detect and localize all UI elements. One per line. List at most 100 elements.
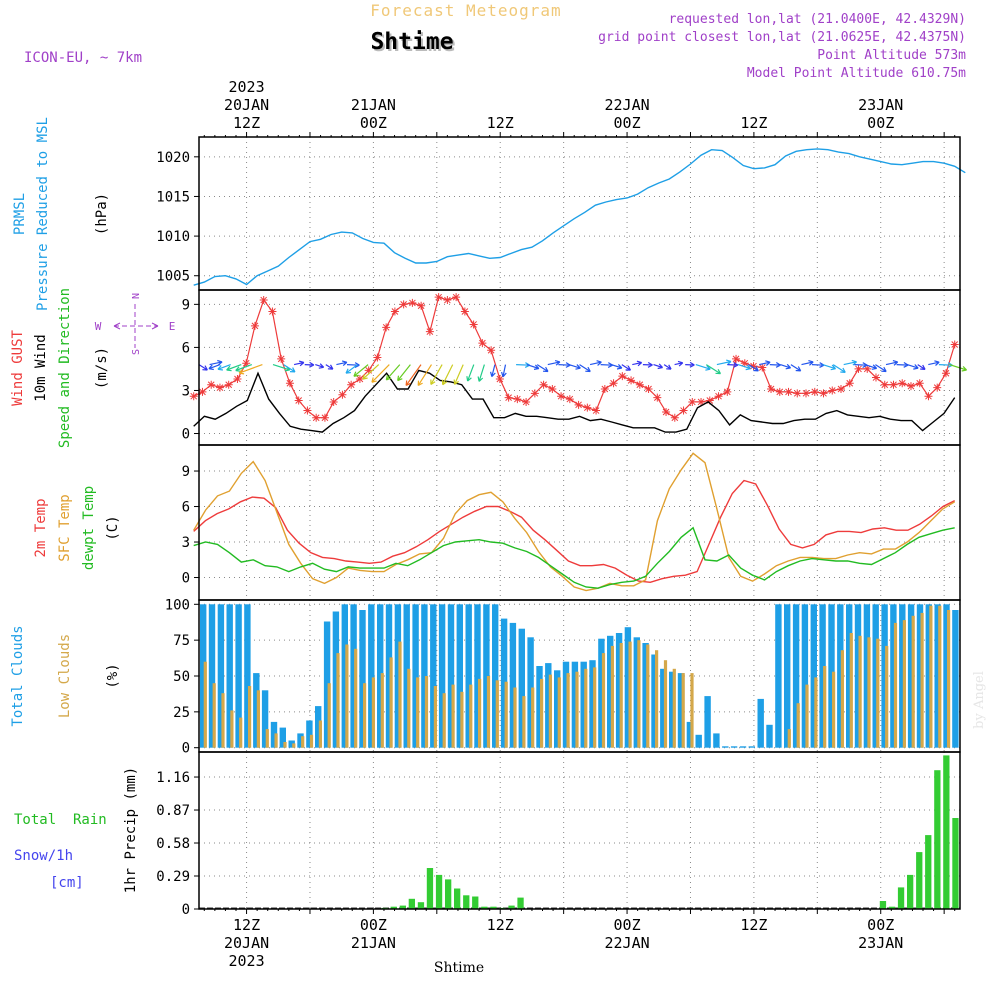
total-cloud-bar — [571, 661, 579, 748]
low-cloud-bar — [646, 644, 650, 748]
gust-point — [198, 387, 207, 396]
clouds-ytick-label: 0 — [182, 741, 190, 757]
low-cloud-bar — [628, 641, 632, 748]
low-cloud-bar — [938, 605, 942, 748]
total-cloud-bar — [828, 604, 835, 748]
wind-direction-arrow — [737, 364, 752, 371]
top-axis-label: 23JAN — [858, 96, 903, 114]
top-axis-label: 12Z — [487, 114, 514, 132]
total-cloud-bar — [217, 604, 225, 748]
total-cloud-bar — [226, 604, 233, 748]
total-cloud-bar — [669, 671, 676, 748]
total-cloud-bar — [288, 740, 295, 748]
low-cloud-bar — [203, 661, 207, 748]
total-cloud-bar — [943, 604, 950, 748]
pressure-label: Pressure Reduced to MSL — [35, 117, 51, 311]
total-cloud-bar — [952, 610, 959, 748]
gust-point — [758, 363, 767, 372]
clouds-ytick-label: 75 — [173, 633, 190, 649]
low-cloud-bar — [522, 696, 526, 748]
low-cloud-bar — [345, 644, 349, 748]
rain-bar — [952, 818, 959, 909]
gust-point — [495, 374, 504, 383]
rain-bar — [490, 906, 497, 909]
total-cloud-bar — [863, 604, 871, 748]
gust-point — [644, 385, 653, 394]
total-cloud-bar — [430, 604, 437, 748]
pressure-series — [193, 148, 966, 286]
wind-direction-arrow — [345, 364, 358, 374]
gust-point — [653, 393, 662, 402]
low-cloud-bar — [911, 615, 915, 748]
low-cloud-bar — [230, 710, 234, 748]
wind-direction-arrow — [315, 363, 325, 369]
wind-direction-arrow — [801, 360, 814, 366]
wind-direction-arrow — [293, 360, 305, 367]
pressure-panel: 1005 1010 1015 1020 — [156, 137, 966, 290]
gust-point — [443, 296, 452, 305]
gust-point — [215, 383, 224, 392]
total-cloud-bar — [279, 727, 286, 748]
gust-point — [425, 327, 434, 336]
total-cloud-bar — [332, 611, 340, 748]
gust-point — [802, 389, 811, 398]
wind-direction-arrow — [235, 364, 253, 372]
low-cloud-bar — [876, 638, 880, 748]
wind-direction-arrow — [663, 364, 672, 370]
total-cloud-bar — [474, 604, 481, 748]
gust-point — [933, 383, 942, 392]
credit-watermark: by Angel — [972, 671, 987, 729]
gust-point — [775, 387, 784, 396]
precip-unit: 1hr Precip (mm) — [123, 767, 139, 893]
wind-direction-arrow — [653, 363, 664, 370]
rain-bar — [390, 906, 397, 909]
low-cloud-bar — [566, 673, 570, 748]
total-cloud-bar — [819, 604, 826, 748]
temp-series — [193, 452, 956, 592]
total-cloud-bar — [518, 628, 525, 748]
gust-point — [478, 339, 487, 348]
low-cloud-bar — [814, 677, 818, 748]
total-cloud-bar — [492, 604, 499, 748]
top-axis-label: 20JAN — [224, 96, 269, 114]
low-cloud-bar — [380, 673, 384, 748]
low-cloud-label: Low Clouds — [57, 634, 73, 718]
bottom-axis-label: 21JAN — [351, 934, 396, 952]
low-cloud-bar — [575, 671, 579, 748]
wind-direction-arrow — [490, 364, 496, 378]
low-cloud-bar — [398, 641, 402, 748]
low-cloud-bar — [486, 676, 491, 748]
gust-point — [670, 413, 679, 422]
total-cloud-bar — [562, 661, 570, 748]
low-cloud-bar — [283, 742, 287, 748]
low-cloud-bar — [796, 703, 800, 748]
temp-frame — [198, 444, 961, 601]
top-axis-label: 21JAN — [351, 96, 396, 114]
temp-ytick-label: 3 — [182, 535, 190, 551]
gust-point — [312, 413, 321, 422]
wind-direction-arrow — [526, 364, 540, 370]
tsfc-label: SFC Temp — [57, 494, 73, 561]
gust-point — [329, 397, 338, 406]
total-cloud-bar — [784, 604, 791, 748]
compass-e: E — [169, 320, 176, 333]
total-cloud-bar — [916, 604, 924, 748]
total-cloud-bar — [837, 604, 844, 748]
rain-bar — [916, 852, 923, 909]
total-cloud-bar — [208, 604, 216, 748]
low-cloud-bar — [849, 633, 853, 748]
low-cloud-bar — [787, 729, 791, 748]
wind-direction-arrow — [417, 364, 433, 387]
total-cloud-bar — [465, 604, 472, 748]
total-cloud-bar — [704, 696, 711, 748]
precip-ytick-label: 0.87 — [156, 803, 190, 819]
gust-point — [390, 307, 399, 316]
low-cloud-bar — [584, 668, 588, 748]
total-cloud-bar — [801, 604, 809, 748]
low-cloud-bar — [301, 736, 305, 748]
wind-direction-arrow — [685, 361, 695, 368]
prmsl-label: PRMSL — [12, 193, 28, 235]
wind-direction-arrow — [621, 364, 632, 371]
compass-rose: N S W E — [95, 293, 176, 355]
wind-direction-arrow — [928, 360, 940, 366]
